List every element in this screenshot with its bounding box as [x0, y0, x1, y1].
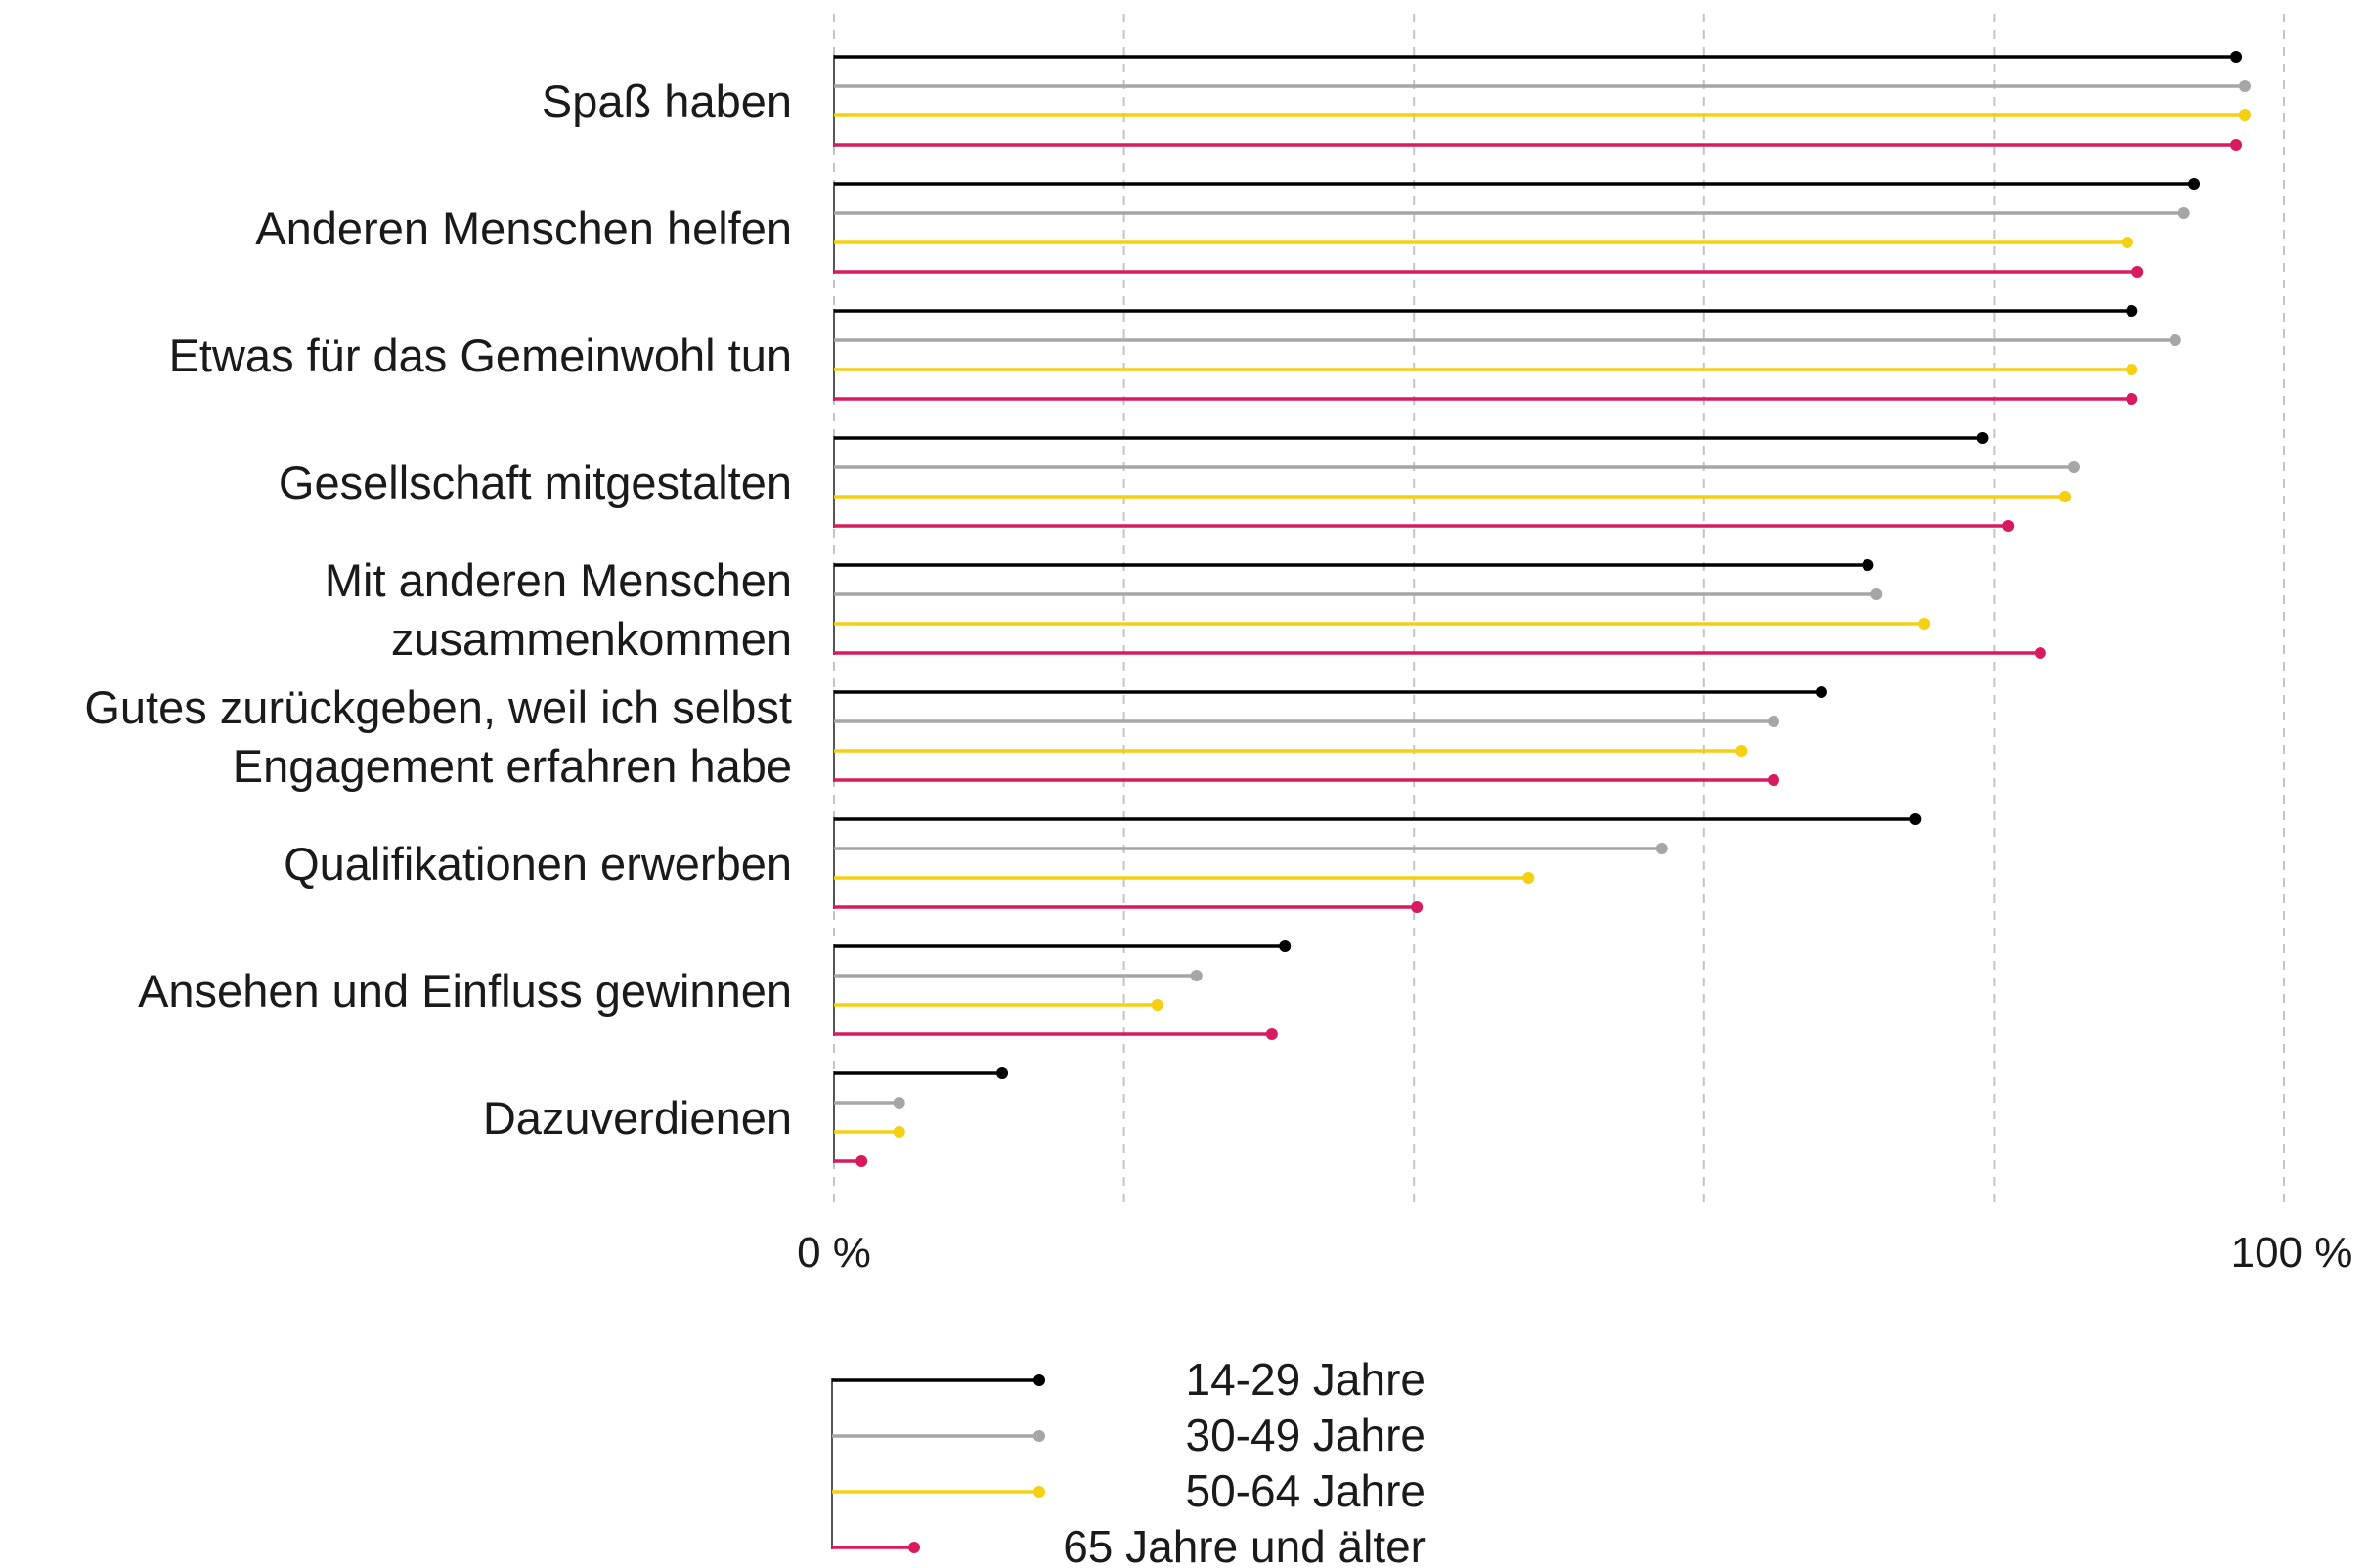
lollipop-dot: [1522, 872, 1535, 884]
category-label: Dazuverdienen: [483, 1092, 792, 1144]
x-tick-label-min: 0 %: [797, 1229, 871, 1277]
lollipop-dot: [2126, 305, 2138, 317]
x-tick-label-max: 100 %: [2231, 1229, 2353, 1277]
lollipop-dot: [1735, 745, 1748, 757]
lollipop-dot: [996, 1067, 1009, 1079]
lollipop-dot: [2177, 207, 2190, 219]
lollipop-dot: [2169, 334, 2181, 346]
category-label: Etwas für das Gemeinwohl tun: [169, 329, 792, 381]
legend-swatch-dot: [908, 1542, 920, 1553]
lollipop-dot: [2230, 139, 2243, 151]
lollipop-dot: [2188, 178, 2201, 190]
grid-lines: [833, 14, 2285, 1204]
lollipop-dot: [1279, 940, 1292, 952]
lollipop-dot: [893, 1097, 905, 1109]
category-label: Gesellschaft mitgestalten: [279, 457, 792, 508]
category-label: Gutes zurückgeben, weil ich selbst: [84, 681, 792, 733]
legend-label: 65 Jahre und älter: [1063, 1521, 1426, 1568]
legend-label: 50-64 Jahre: [1186, 1465, 1426, 1516]
lollipop-dot: [1655, 843, 1668, 854]
legend-swatch-dot: [1033, 1374, 1045, 1386]
lollipop-dot: [1815, 686, 1827, 698]
lollipop-dot: [1976, 432, 1989, 444]
lollipop-dot: [1151, 999, 1163, 1011]
lollipop-dot: [1918, 618, 1931, 630]
lollipop-dot: [2238, 80, 2251, 92]
category-label: zusammenkommen: [391, 613, 792, 665]
lollipop-dot: [1870, 588, 1883, 600]
legend-label: 30-49 Jahre: [1186, 1410, 1426, 1460]
lollipop-dot: [1767, 716, 1779, 727]
x-axis: 0 % 100 %: [797, 1229, 2352, 1277]
category-labels: Spaß haben Anderen Menschen helfen Etwas f…: [84, 75, 792, 1144]
lollipop-dot: [2067, 461, 2080, 473]
lollipop-dot: [2131, 266, 2144, 278]
lollipop-dot: [1265, 1028, 1278, 1040]
legend-label: 14-29 Jahre: [1186, 1354, 1426, 1405]
lollipop-dot: [2121, 237, 2133, 248]
lollipop-dot: [2059, 491, 2072, 502]
lollipop-dot: [2230, 51, 2243, 63]
lollipop-dot: [2126, 364, 2138, 375]
lollipop-dot: [2002, 520, 2015, 532]
lollipop-dot: [1862, 559, 1874, 571]
lollipop-dot: [893, 1126, 905, 1138]
data-series: [833, 51, 2251, 1167]
legend-swatch-dot: [1033, 1430, 1045, 1442]
lollipop-dot: [2126, 393, 2138, 405]
lollipop-dot: [855, 1155, 868, 1167]
legend-swatch-dot: [1033, 1486, 1045, 1498]
category-label: Anderen Menschen helfen: [255, 202, 792, 254]
category-label: Ansehen und Einfluss gewinnen: [138, 965, 792, 1017]
lollipop-dot: [1767, 774, 1779, 786]
category-label: Mit anderen Menschen: [325, 554, 792, 606]
lollipop-dot: [1190, 970, 1203, 981]
category-label: Engagement erfahren habe: [233, 740, 792, 792]
lollipop-dot: [2238, 109, 2251, 121]
category-label: Qualifikationen erwerben: [284, 838, 792, 890]
lollipop-dot: [2034, 647, 2046, 659]
lollipop-dot: [1411, 901, 1424, 913]
category-label: Spaß haben: [542, 75, 792, 127]
lollipop-dot: [1909, 813, 1922, 825]
